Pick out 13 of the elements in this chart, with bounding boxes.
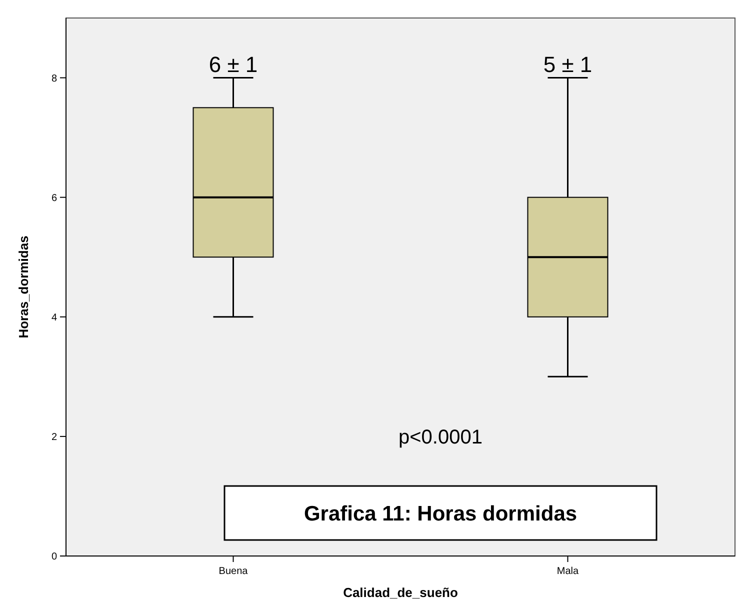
y-tick-label: 8 [51,73,58,84]
y-tick-label: 2 [51,432,58,443]
annotation: 5 ± 1 [543,52,592,77]
x-tick-label: Buena [218,566,248,577]
y-tick-label: 4 [51,312,58,324]
text: Grafica 11: Horas dormidas [304,502,578,526]
x-tick-label: Mala [556,566,580,577]
x-axis-title: Calidad_de_sueño [343,585,458,600]
y-tick-label: 6 [51,192,58,204]
y-tick-label: 0 [51,552,58,562]
y-axis-title: Horas_dormidas [16,236,31,338]
annotation: 6 ± 1 [208,52,258,77]
annotation: p<0.0001 [398,426,482,448]
